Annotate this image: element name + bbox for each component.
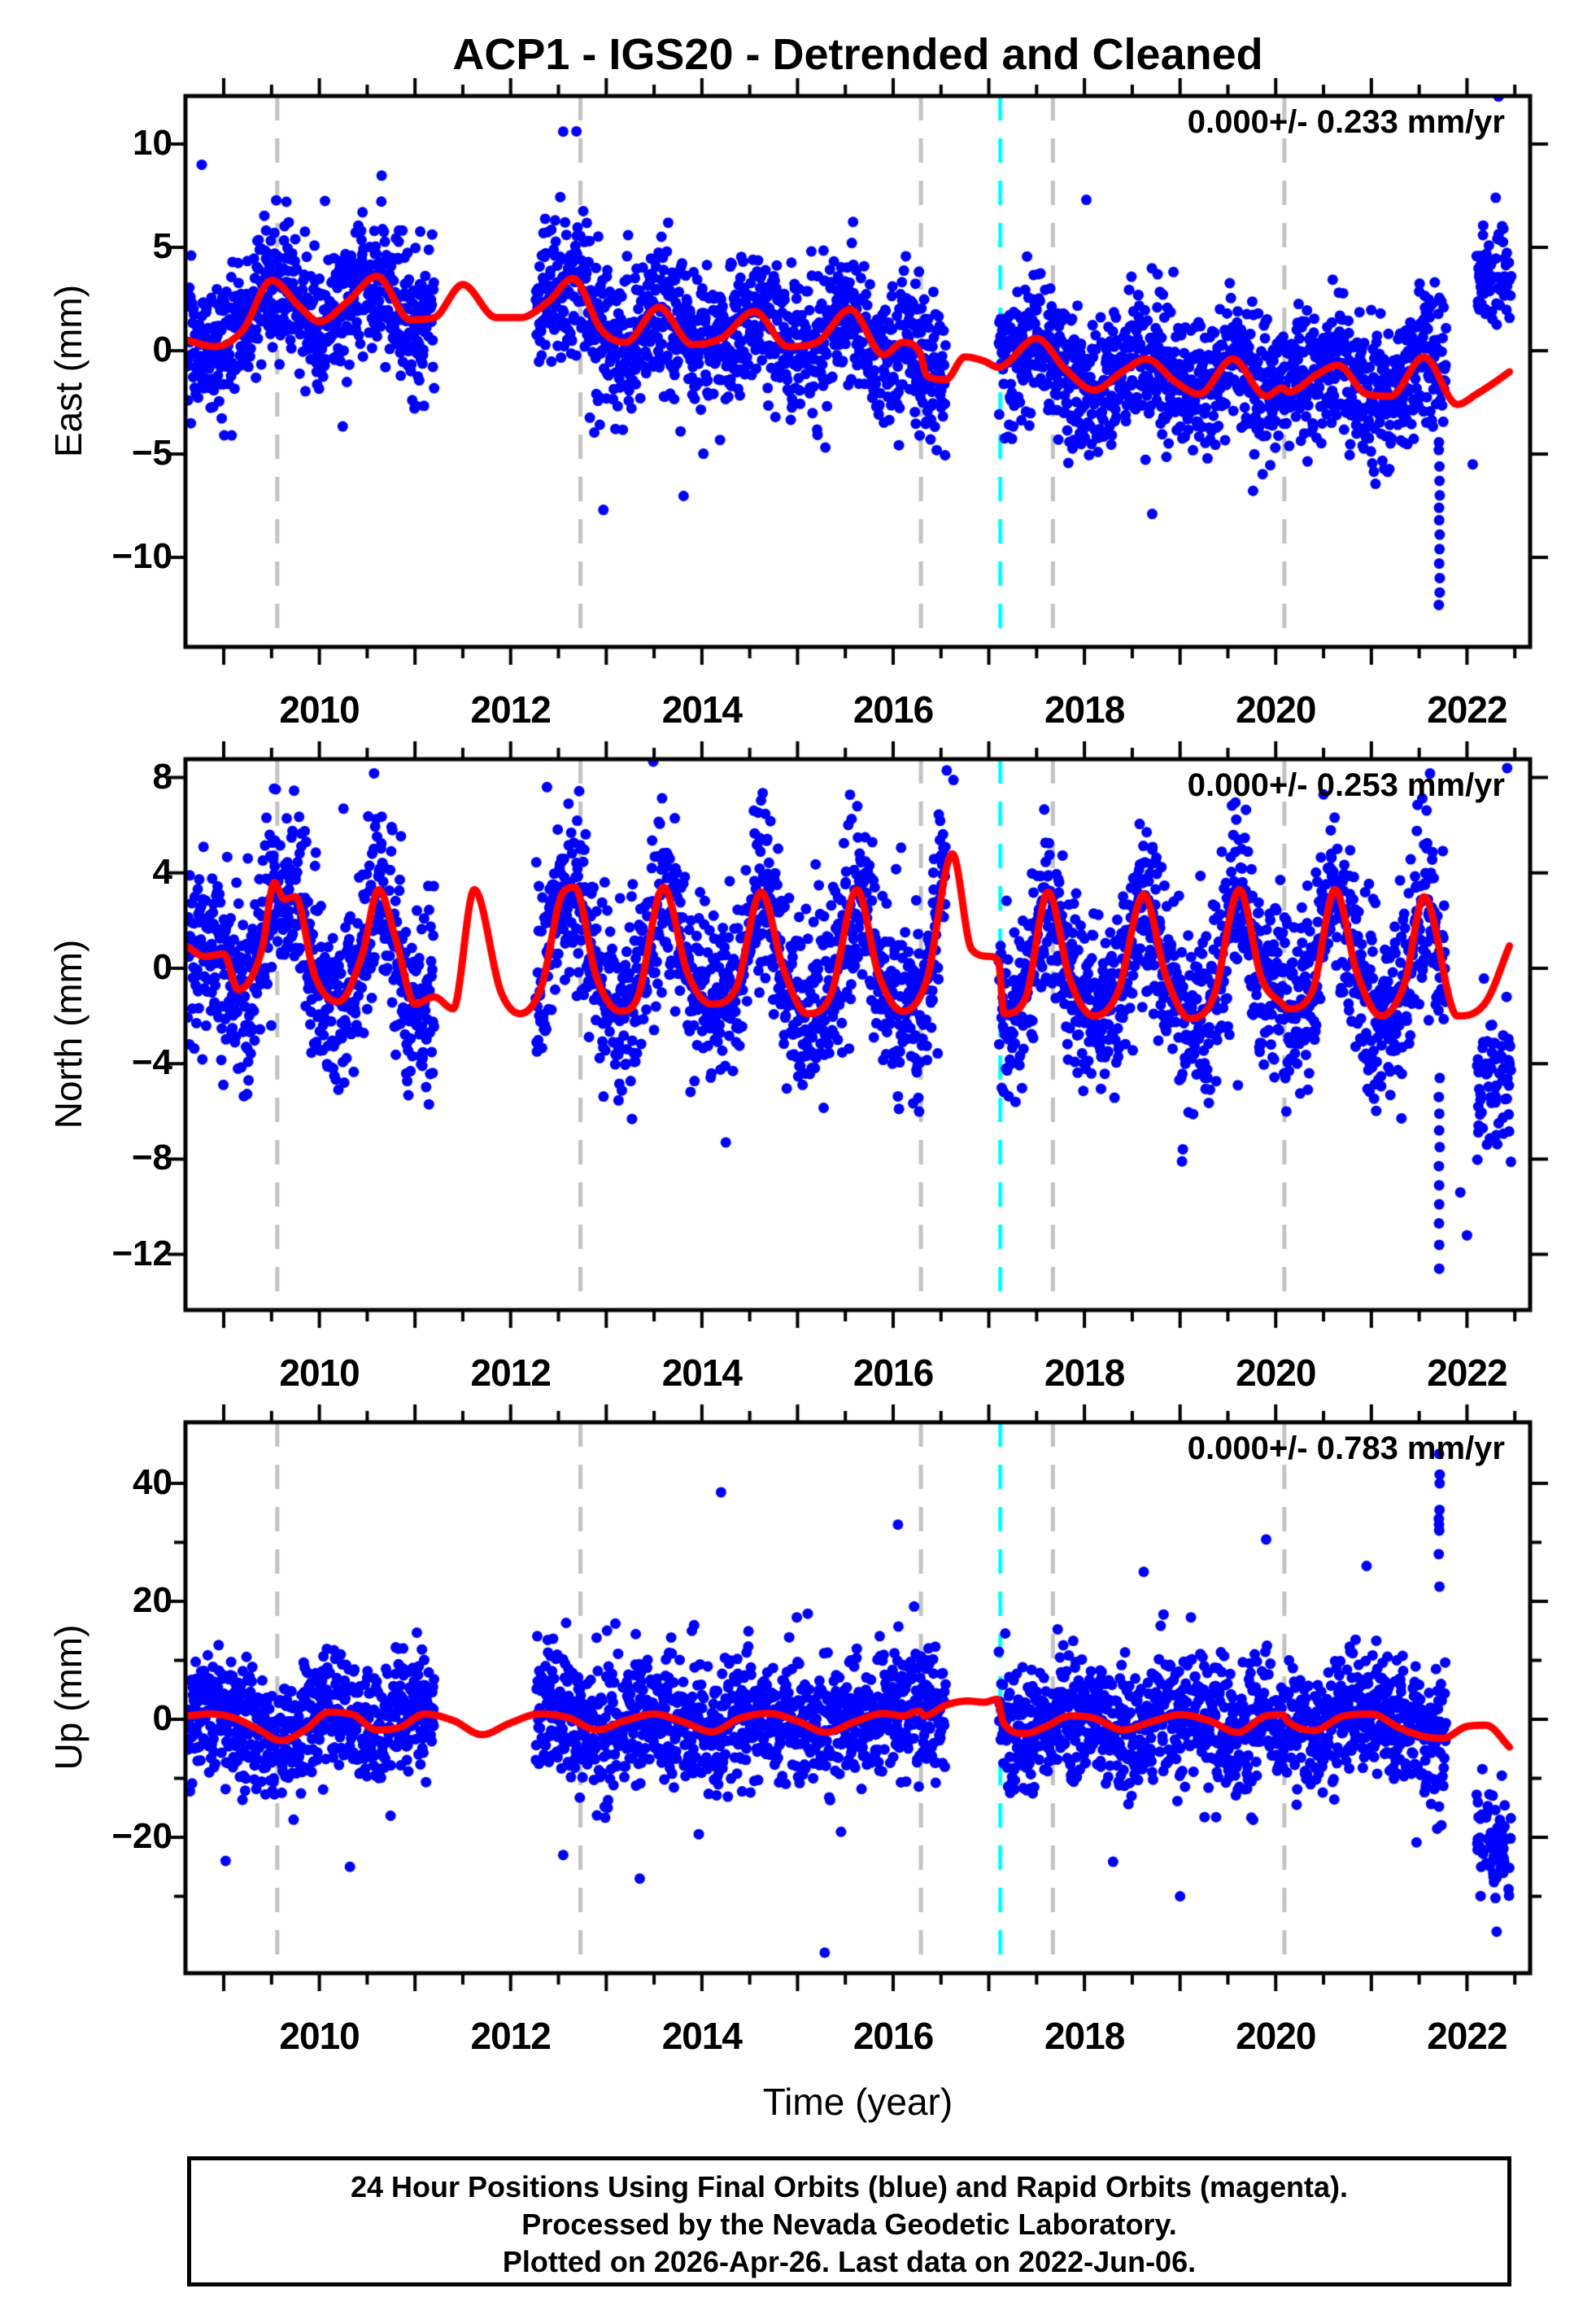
x-tick-label-north: 2010 [279,1352,360,1394]
y-tick-label-east: −10 [111,536,172,576]
y-tick-label-east: 5 [152,226,172,266]
y-tick-label-up: 40 [133,1462,172,1502]
caption-line-orbits: 24 Hour Positions Using Final Orbits (bl… [350,2170,1349,2203]
x-tick-label-east: 2010 [279,688,360,731]
y-tick-label-east: 0 [152,330,172,369]
trend-annotation-up: 0.000+/- 0.783 mm/yr [1187,1430,1505,1466]
trend-annotation-east: 0.000+/- 0.233 mm/yr [1187,104,1505,140]
caption-box: 24 Hour Positions Using Final Orbits (bl… [187,2156,1511,2286]
y-tick-label-east: −5 [131,433,172,473]
x-tick-label-north: 2022 [1427,1352,1507,1394]
x-tick-label-east: 2020 [1236,688,1316,731]
y-axis-label-up: Up (mm) [47,1624,89,1771]
x-tick-label-up: 2016 [853,2015,934,2057]
x-tick-label-up: 2020 [1236,2015,1316,2057]
x-tick-label-east: 2012 [470,688,552,731]
x-tick-label-up: 2012 [470,2015,552,2057]
x-tick-label-east: 2018 [1044,688,1125,731]
y-axis-label-east: East (mm) [47,284,89,458]
trend-annotation-north: 0.000+/- 0.253 mm/yr [1187,767,1505,803]
x-tick-label-up: 2022 [1427,2015,1507,2057]
y-tick-label-up: 0 [152,1698,172,1738]
caption-line-dates: Plotted on 2026-Apr-26. Last data on 202… [502,2245,1197,2278]
y-tick-label-north: 0 [152,947,172,987]
caption-line-processing: Processed by the Nevada Geodetic Laborat… [521,2208,1177,2241]
figure-title: ACP1 - IGS20 - Detrended and Cleaned [452,30,1263,79]
y-tick-label-north: −4 [131,1042,172,1083]
x-tick-label-north: 2018 [1044,1352,1125,1394]
y-tick-label-up: 20 [133,1580,172,1620]
x-tick-label-up: 2010 [279,2015,360,2057]
y-tick-label-north: −12 [111,1233,172,1273]
y-tick-label-north: −8 [131,1138,172,1178]
x-axis-label: Time (year) [762,2081,953,2123]
x-tick-label-north: 2012 [470,1352,552,1394]
x-tick-label-east: 2014 [661,688,743,731]
x-tick-label-up: 2014 [661,2015,743,2057]
x-tick-label-north: 2020 [1236,1352,1316,1394]
x-tick-label-east: 2016 [853,688,934,731]
y-tick-label-north: 8 [152,756,172,797]
y-tick-label-east: 10 [133,123,172,163]
y-axis-label-north: North (mm) [47,939,89,1129]
y-tick-label-up: −20 [111,1816,172,1856]
x-tick-label-east: 2022 [1427,688,1507,731]
x-tick-label-north: 2016 [853,1352,934,1394]
x-tick-label-up: 2018 [1044,2015,1125,2057]
x-tick-label-north: 2014 [661,1352,743,1394]
y-tick-label-north: 4 [152,851,172,892]
